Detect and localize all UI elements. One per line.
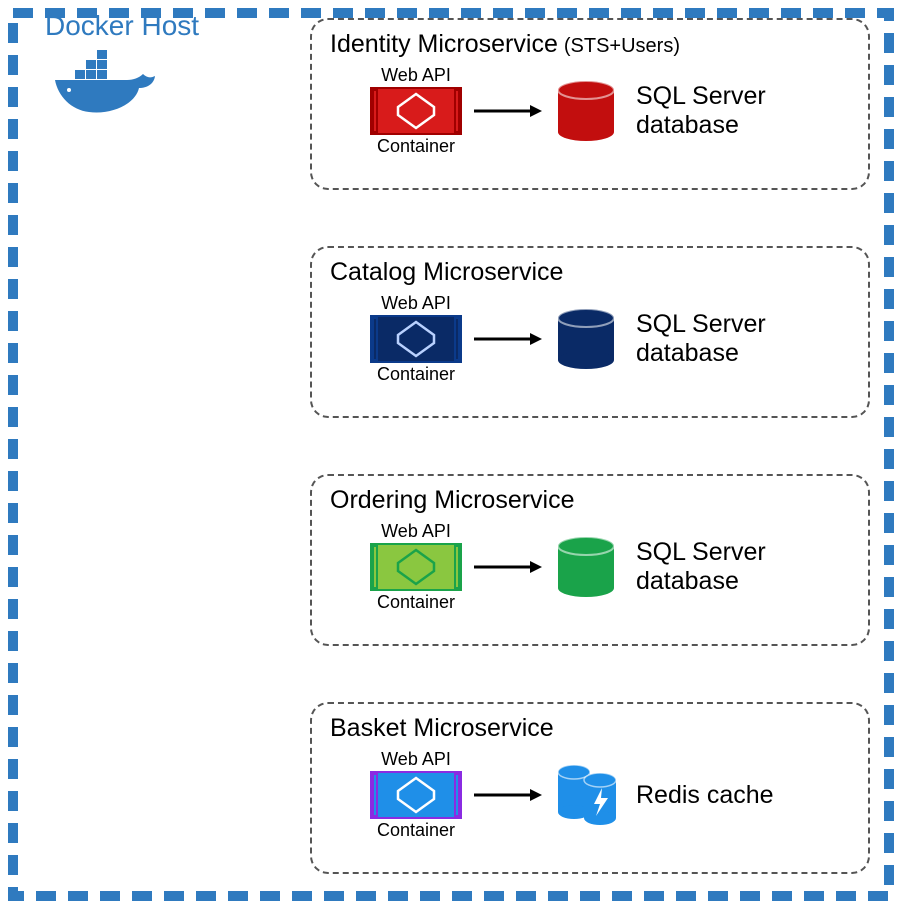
docker-whale-icon: [55, 50, 165, 120]
redis-db-icon: [554, 762, 624, 828]
arrow-icon: [474, 101, 542, 121]
container-label: Container: [377, 820, 455, 841]
service-title-text: Ordering Microservice: [330, 486, 575, 514]
webapi-container-stack: Web API Container: [370, 293, 462, 385]
webapi-container-stack: Web API Container: [370, 749, 462, 841]
docker-host-title: Docker Host: [45, 10, 199, 42]
webapi-label: Web API: [381, 293, 451, 314]
container-icon: [370, 315, 462, 363]
sql-db-icon: [554, 306, 624, 372]
service-box-ordering: Ordering Microservice Web API Container S…: [310, 474, 870, 646]
service-title-text: Basket Microservice: [330, 714, 554, 742]
arrow-icon: [474, 329, 542, 349]
db-label-text: Redis cache: [636, 781, 774, 809]
container-icon: [370, 771, 462, 819]
service-inner-row: Web API Container Redis cache: [370, 749, 850, 841]
service-box-catalog: Catalog Microservice Web API Container SQ…: [310, 246, 870, 418]
service-box-identity: Identity Microservice (STS+Users) Web API …: [310, 18, 870, 190]
db-label-line1: SQL Server: [636, 538, 766, 566]
container-label: Container: [377, 364, 455, 385]
db-label-line2: database: [636, 567, 739, 595]
service-title-text: Catalog Microservice: [330, 258, 563, 286]
db-label: SQL Serverdatabase: [636, 82, 766, 140]
service-title: Basket Microservice: [330, 714, 850, 743]
services-column: Identity Microservice (STS+Users) Web API …: [310, 18, 870, 874]
service-title-text: Identity Microservice: [330, 30, 558, 58]
service-inner-row: Web API Container SQL Serverdatabase: [370, 65, 850, 157]
service-subtitle: (STS+Users): [564, 35, 680, 57]
webapi-label: Web API: [381, 749, 451, 770]
service-box-basket: Basket Microservice Web API Container Red…: [310, 702, 870, 874]
webapi-label: Web API: [381, 521, 451, 542]
arrow-icon: [474, 557, 542, 577]
service-title: Ordering Microservice: [330, 486, 850, 515]
db-label-line1: SQL Server: [636, 310, 766, 338]
service-title: Catalog Microservice: [330, 258, 850, 287]
webapi-container-stack: Web API Container: [370, 521, 462, 613]
db-label: SQL Serverdatabase: [636, 310, 766, 368]
container-icon: [370, 543, 462, 591]
container-label: Container: [377, 592, 455, 613]
db-label: Redis cache: [636, 781, 774, 810]
container-label: Container: [377, 136, 455, 157]
container-icon: [370, 87, 462, 135]
db-label-line2: database: [636, 111, 739, 139]
webapi-label: Web API: [381, 65, 451, 86]
sql-db-icon: [554, 534, 624, 600]
service-inner-row: Web API Container SQL Serverdatabase: [370, 521, 850, 613]
db-label: SQL Serverdatabase: [636, 538, 766, 596]
sql-db-icon: [554, 78, 624, 144]
db-label-line2: database: [636, 339, 739, 367]
service-inner-row: Web API Container SQL Serverdatabase: [370, 293, 850, 385]
db-label-line1: SQL Server: [636, 82, 766, 110]
service-title: Identity Microservice (STS+Users): [330, 30, 850, 59]
webapi-container-stack: Web API Container: [370, 65, 462, 157]
arrow-icon: [474, 785, 542, 805]
